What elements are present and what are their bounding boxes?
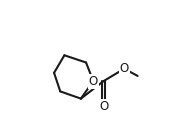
Text: O: O bbox=[89, 75, 98, 88]
Text: O: O bbox=[120, 62, 129, 75]
Text: O: O bbox=[99, 100, 108, 113]
